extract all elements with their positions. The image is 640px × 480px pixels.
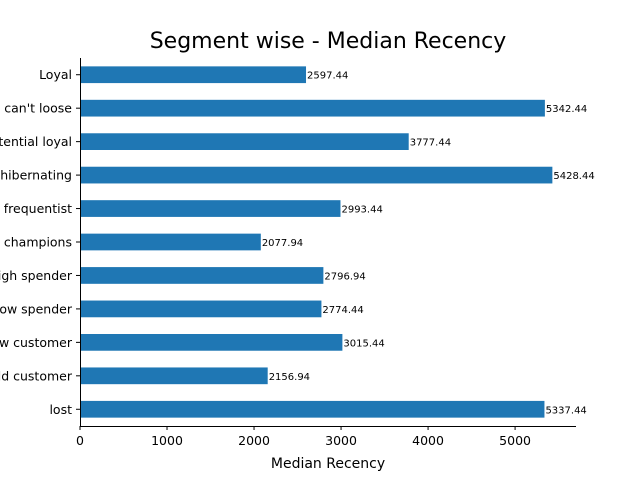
x-tick-label: 0 <box>76 433 84 448</box>
data-label: 2774.44 <box>322 305 363 316</box>
category-label: old customer <box>0 368 73 383</box>
bar-5 <box>80 233 261 251</box>
data-label: 5342.44 <box>546 104 587 115</box>
bar-0 <box>80 66 307 84</box>
bar-8 <box>80 334 343 351</box>
data-label: 3015.44 <box>343 338 384 349</box>
x-axis-label: Median Recency <box>271 456 385 472</box>
plot-area <box>80 66 553 418</box>
x-tick-label: 4000 <box>412 433 444 448</box>
bar-6 <box>80 267 324 284</box>
bar-7 <box>80 300 322 318</box>
category-label: lost <box>49 402 72 417</box>
category-label: high spender <box>0 268 73 283</box>
data-label: 2597.44 <box>307 71 348 82</box>
data-label: 2077.94 <box>262 238 303 249</box>
chart-title: Segment wise - Median Recency <box>150 29 507 54</box>
data-label: 3777.44 <box>410 138 451 149</box>
bar-9 <box>80 367 268 385</box>
category-label: potential loyal <box>0 134 72 149</box>
category-label: Loyal <box>39 67 72 82</box>
x-tick-label: 5000 <box>499 433 531 448</box>
bar-10 <box>80 400 545 418</box>
bar-1 <box>80 99 545 117</box>
x-tick-label: 1000 <box>151 433 183 448</box>
data-label: 5337.44 <box>545 405 586 416</box>
category-label: hibernating <box>0 168 72 183</box>
category-label: frequentist <box>4 201 72 216</box>
data-label: 2796.94 <box>324 271 365 282</box>
category-label: can't loose <box>4 101 72 116</box>
bar-3 <box>80 166 553 184</box>
bar-2 <box>80 133 409 150</box>
category-label: new customer <box>0 335 73 350</box>
x-tick-label: 2000 <box>238 433 270 448</box>
data-label: 2156.94 <box>269 372 310 383</box>
category-label: champions <box>4 235 72 250</box>
data-label: 5428.44 <box>553 171 594 182</box>
x-tick-label: 3000 <box>325 433 357 448</box>
bar-4 <box>80 200 341 217</box>
category-label: low spender <box>0 301 73 316</box>
data-label: 2993.44 <box>341 205 382 216</box>
